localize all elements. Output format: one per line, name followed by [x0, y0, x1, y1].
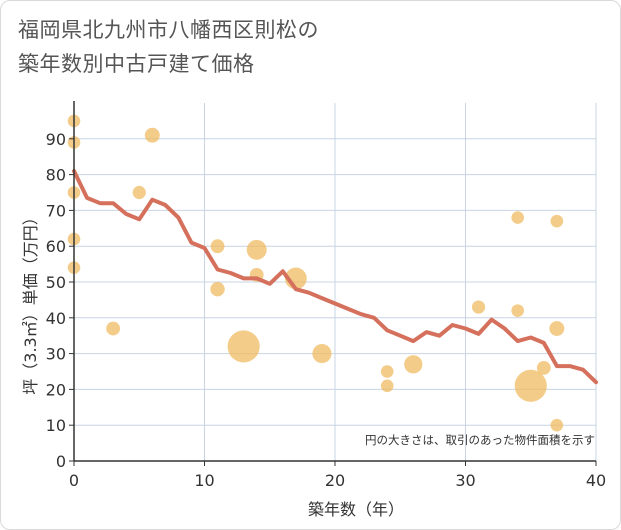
data-point — [536, 361, 551, 375]
y-tick-label: 0 — [56, 452, 66, 471]
data-point — [550, 214, 564, 228]
y-tick-label: 10 — [46, 416, 66, 435]
data-point — [210, 281, 225, 297]
grid-layer — [74, 103, 597, 461]
data-point — [106, 321, 121, 336]
y-tick-label: 80 — [46, 166, 66, 185]
data-point — [550, 418, 564, 432]
data-point — [471, 300, 486, 314]
chart-title: 福岡県北九州市八幡西区則松の 築年数別中古戸建て価格 — [18, 18, 319, 76]
size-note: 円の大きさは、取引のあった物件面積を示す — [365, 433, 595, 447]
data-point — [380, 365, 394, 378]
data-point — [246, 239, 267, 260]
data-point — [144, 127, 160, 143]
bubble-layer — [67, 114, 565, 432]
x-axis-title: 築年数（年） — [308, 500, 404, 519]
y-tick-label: 90 — [46, 130, 66, 149]
data-point — [514, 369, 547, 402]
data-point — [312, 344, 332, 364]
data-point — [210, 239, 225, 254]
average-line — [72, 169, 598, 385]
axis-layer: 0 10 20 30 40 0 10 20 30 40 50 60 70 80 90 — [46, 101, 606, 490]
x-tick-label: 40 — [586, 471, 606, 490]
y-axis-title: 坪（3.3㎡）単価（万円） — [21, 209, 40, 394]
y-tick-label: 30 — [46, 345, 66, 364]
data-point — [227, 330, 260, 363]
x-tick-label: 10 — [194, 471, 214, 490]
y-tick-label: 60 — [46, 237, 66, 256]
y-tick-label: 50 — [46, 273, 66, 292]
line-layer — [72, 169, 598, 385]
data-point — [380, 379, 394, 393]
data-point — [404, 355, 423, 374]
data-point — [549, 321, 565, 336]
data-point — [132, 185, 146, 200]
data-point — [511, 211, 524, 224]
data-point — [511, 304, 524, 317]
y-tick-label: 70 — [46, 201, 66, 220]
x-tick-label: 0 — [69, 471, 79, 490]
y-tick-label: 40 — [46, 309, 66, 328]
x-tick-label: 30 — [455, 471, 475, 490]
x-tick-label: 20 — [325, 471, 345, 490]
y-tick-label: 20 — [46, 380, 66, 399]
